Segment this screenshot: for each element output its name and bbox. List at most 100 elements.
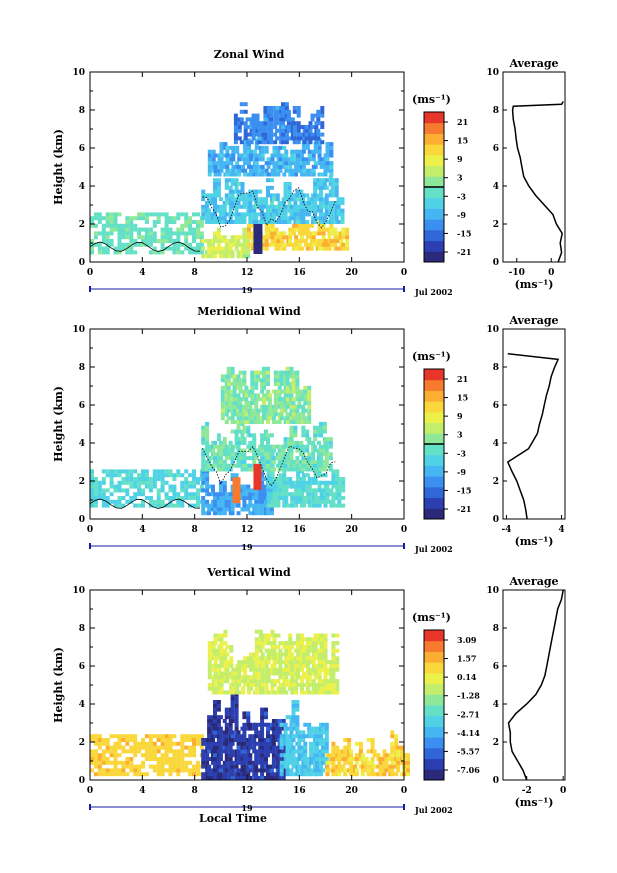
heatmap-cell: [218, 254, 223, 259]
heatmap-cell: [394, 738, 399, 742]
heatmap-cell: [218, 456, 223, 461]
heatmap-cell: [248, 440, 253, 445]
heatmap-cell: [246, 749, 251, 754]
heatmap-cell: [284, 641, 289, 646]
heatmap-cell: [260, 145, 265, 150]
colorbar-swatch: [424, 133, 444, 145]
heatmap-cell: [319, 178, 323, 183]
heatmap-cell: [254, 507, 259, 512]
heatmap-cell: [266, 738, 270, 742]
heatmap-cell: [246, 246, 251, 251]
heatmap-cell: [311, 239, 316, 243]
heatmap-cell: [311, 660, 316, 665]
heatmap-cell: [117, 480, 122, 485]
heatmap-cell: [168, 749, 173, 754]
heatmap-cell: [224, 749, 229, 754]
heatmap-cell: [141, 235, 145, 240]
heatmap-cell: [301, 675, 306, 680]
heatmap-cell: [266, 172, 271, 177]
heatmap-cell: [290, 172, 295, 177]
heatmap-cell: [93, 764, 98, 769]
heatmap-cell: [233, 128, 238, 133]
heatmap-cell: [238, 389, 243, 394]
heatmap-cell: [129, 734, 134, 739]
heatmap-cell: [301, 467, 306, 472]
heatmap-cell: [234, 696, 239, 701]
heatmap-cell: [218, 467, 223, 472]
heatmap-cell: [207, 776, 212, 780]
heatmap-cell: [137, 772, 142, 777]
heatmap-cell: [172, 749, 177, 754]
heatmap-cell: [260, 153, 265, 158]
heatmap-cell: [313, 675, 318, 680]
heatmap-cell: [224, 760, 229, 765]
profile-title: Average: [508, 57, 558, 70]
heatmap-cell: [264, 707, 268, 712]
heatmap-cell: [216, 182, 221, 186]
heatmap-cell: [213, 768, 217, 773]
heatmap-cell: [272, 652, 277, 657]
heatmap-cell: [285, 734, 290, 739]
heatmap-cell: [164, 741, 169, 746]
heatmap-cell: [201, 437, 206, 442]
heatmap-cell: [213, 499, 217, 504]
heatmap-cell: [277, 204, 282, 209]
heatmap-cell: [260, 734, 265, 739]
heatmap-cell: [336, 197, 341, 202]
heatmap-cell: [329, 149, 334, 154]
heatmap-cell: [205, 499, 210, 504]
heatmap-cell: [246, 429, 251, 434]
heatmap-cell: [296, 652, 301, 657]
heatmap-cell: [239, 117, 244, 122]
heatmap-cell: [207, 671, 212, 676]
heatmap-cell: [224, 444, 229, 449]
heatmap-cell: [125, 738, 130, 742]
heatmap-cell: [288, 242, 293, 247]
heatmap-cell: [291, 408, 296, 413]
heatmap-cell: [319, 182, 323, 186]
heatmap-cell: [255, 113, 260, 118]
heatmap-cell: [133, 734, 138, 739]
heatmap-cell: [275, 117, 280, 122]
heatmap-cell: [201, 741, 206, 746]
heatmap-cell: [109, 473, 114, 478]
heatmap-cell: [320, 760, 325, 765]
heatmap-cell: [156, 239, 161, 243]
heatmap-cell: [273, 125, 278, 129]
heatmap-cell: [284, 140, 289, 145]
heatmap-cell: [224, 182, 229, 186]
heatmap-cell: [152, 745, 157, 750]
heatmap-cell: [301, 637, 306, 642]
heatmap-cell: [279, 753, 284, 758]
heatmap-cell: [271, 726, 276, 731]
heatmap-cell: [254, 629, 259, 634]
heatmap-cell: [271, 722, 276, 727]
heatmap-cell: [272, 161, 277, 166]
heatmap-cell: [133, 753, 138, 758]
heatmap-cell: [238, 382, 243, 386]
heatmap-cell: [152, 250, 157, 255]
heatmap-cell: [117, 231, 122, 236]
heatmap-cell: [337, 760, 342, 765]
heatmap-cell: [319, 637, 324, 642]
heatmap-cell: [260, 671, 265, 676]
heatmap-cell: [180, 749, 185, 754]
heatmap-cell: [325, 149, 330, 154]
heatmap-cell: [248, 467, 253, 472]
heatmap-cell: [336, 220, 341, 224]
heatmap-cell: [207, 507, 212, 512]
heatmap-cell: [231, 671, 236, 676]
heatmap-cell: [168, 239, 173, 243]
heatmap-cell: [284, 679, 289, 684]
heatmap-cell: [331, 753, 336, 758]
heatmap-cell: [218, 753, 223, 758]
heatmap-cell: [156, 757, 161, 761]
heatmap-cell: [141, 741, 145, 746]
heatmap-cell: [260, 492, 265, 497]
heatmap-cell: [313, 656, 318, 661]
heatmap-cell: [97, 212, 102, 217]
heatmap-cell: [324, 212, 329, 217]
profile-y-tick-label: 10: [486, 68, 499, 78]
heatmap-cell: [335, 656, 340, 661]
heatmap-cell: [271, 416, 276, 421]
